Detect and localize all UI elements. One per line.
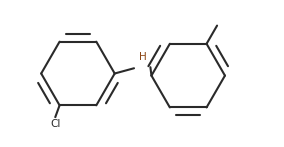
Text: H: H xyxy=(139,52,147,62)
Text: Cl: Cl xyxy=(50,119,60,129)
